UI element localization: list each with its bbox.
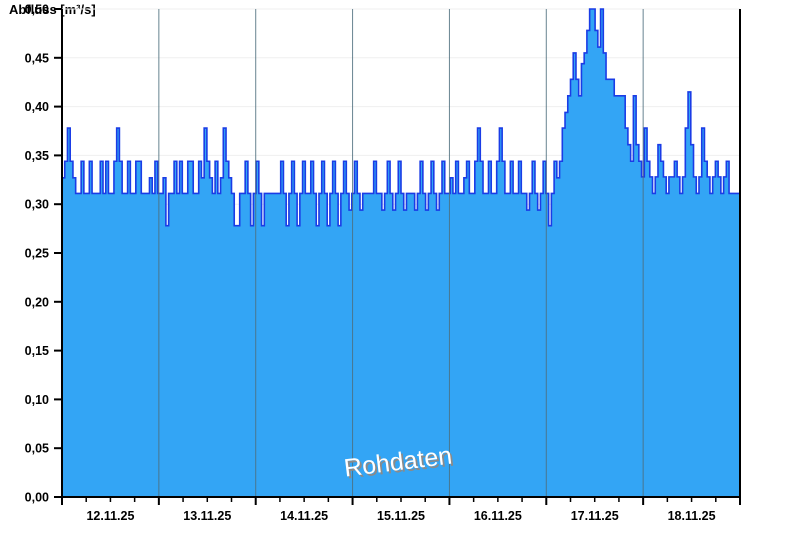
gridlines-day-separators — [158, 9, 644, 497]
y-axis-tick-labels: 0,00 0,05 0,10 0,15 0,20 0,25 0,30 0,35 0,40 0,45… — [25, 3, 49, 505]
x-axis-tick-labels: 12.11.25 13.11.25 14.11.25 15.11.25 16.11.25… — [86, 509, 715, 523]
x-axis-ticks — [61, 497, 741, 505]
y-axis-ticks — [54, 8, 62, 498]
x-tick-label: 16.11.25 — [474, 509, 522, 523]
x-tick-label: 14.11.25 — [280, 509, 328, 523]
x-tick-label: 17.11.25 — [571, 509, 619, 523]
y-tick-label: 0,40 — [25, 100, 49, 114]
x-tick-label: 13.11.25 — [183, 509, 231, 523]
y-tick-label: 0,15 — [25, 344, 49, 358]
plot-area-series — [62, 8, 740, 497]
y-tick-label: 0,10 — [25, 393, 49, 407]
y-tick-label: 0,20 — [25, 295, 49, 309]
chart-title: Abfluss [m³/s] — [9, 2, 96, 17]
x-tick-label: 12.11.25 — [86, 509, 134, 523]
series-area-fill — [62, 9, 740, 497]
y-tick-label: 0,30 — [25, 198, 49, 212]
y-tick-label: 0,50 — [25, 3, 49, 17]
x-tick-label: 18.11.25 — [668, 509, 716, 523]
x-tick-label: 15.11.25 — [377, 509, 425, 523]
y-tick-label: 0,35 — [25, 149, 49, 163]
series-step-line — [62, 8, 740, 227]
y-tick-label: 0,00 — [25, 491, 49, 505]
y-tick-label: 0,05 — [25, 442, 49, 456]
y-tick-label: 0,25 — [25, 247, 49, 261]
y-tick-label: 0,45 — [25, 51, 49, 65]
